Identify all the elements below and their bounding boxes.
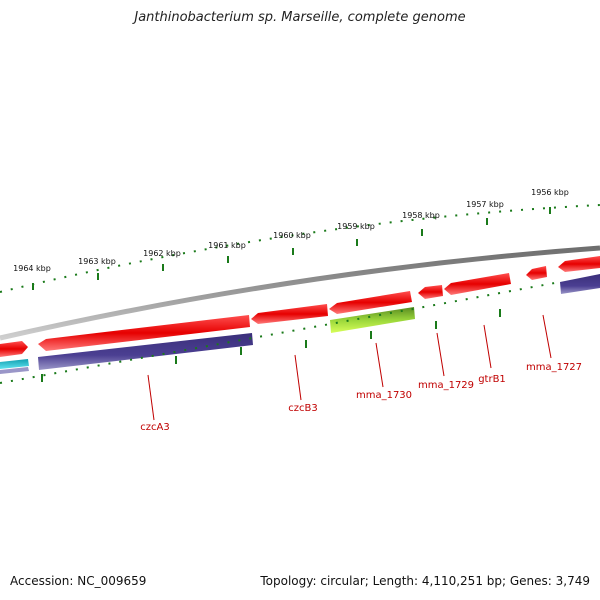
scale-label: 1956 kbp [531, 188, 569, 197]
gene-arrow [526, 266, 547, 280]
leader-line [436, 332, 445, 377]
scale-label: 1957 kbp [466, 200, 504, 209]
gene-label-mma-1729: mma_1729 [418, 380, 474, 391]
scale-label: 1963 kbp [78, 257, 116, 266]
leader-line [483, 324, 492, 369]
leader-line [542, 314, 552, 359]
gene-arrow [38, 315, 250, 351]
gene-arrow [418, 285, 443, 299]
misc-feature [0, 367, 29, 374]
protein-feature [38, 333, 253, 370]
scale-label: 1964 kbp [13, 264, 51, 273]
leader-line [375, 342, 384, 388]
gene-label-gtrB1: gtrB1 [478, 374, 506, 385]
gene-arrow [251, 304, 328, 324]
map-title: Janthinobacterium sp. Marseille, complet… [134, 10, 466, 25]
scale-label: 1960 kbp [273, 231, 311, 240]
inner-scale [0, 281, 561, 384]
leader-line [294, 354, 302, 401]
gene-arrow [444, 273, 511, 295]
scale-label: 1959 kbp [337, 222, 375, 231]
inner-scale-arc [0, 281, 561, 384]
outer-scale [0, 204, 600, 293]
gene-arrow [558, 256, 600, 272]
gene-arrow [329, 291, 412, 314]
forward-strand-genes [0, 256, 600, 357]
protein-feature [560, 274, 600, 294]
gene-arrow [0, 341, 28, 357]
genome-summary-text: Topology: circular; Length: 4,110,251 bp… [260, 574, 590, 588]
leader-line [147, 374, 155, 421]
leader-lines [147, 314, 552, 421]
other-features [0, 274, 600, 374]
gene-label-czcB3: czcB3 [288, 403, 317, 414]
rna-feature [330, 307, 415, 333]
gene-label-mma-1727: mma_1727 [526, 362, 582, 373]
scale-labels: 1964 kbp 1963 kbp 1962 kbp 1961 kbp 1960… [13, 188, 569, 273]
gene-label-czcA3: czcA3 [140, 422, 169, 433]
scale-label: 1961 kbp [208, 241, 246, 250]
gene-labels: czcA3 czcB3 mma_1730 mma_1729 gtrB1 mma_… [140, 362, 582, 433]
genome-backbone [0, 245, 600, 341]
accession-text: Accession: NC_009659 [10, 574, 147, 588]
gene-label-mma-1730: mma_1730 [356, 390, 412, 401]
scale-label: 1958 kbp [402, 211, 440, 220]
scale-label: 1962 kbp [143, 249, 181, 258]
misc-feature [0, 359, 29, 369]
